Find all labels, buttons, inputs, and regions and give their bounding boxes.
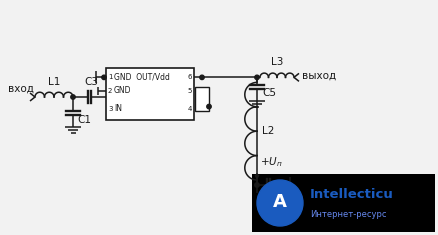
- Text: C1: C1: [77, 115, 91, 125]
- Circle shape: [207, 104, 211, 109]
- Text: L3: L3: [271, 57, 283, 67]
- Circle shape: [200, 75, 204, 80]
- Text: L1: L1: [48, 77, 60, 87]
- Text: GND  OUT/Vdd: GND OUT/Vdd: [114, 73, 170, 82]
- Text: Intellecticu: Intellecticu: [310, 188, 394, 201]
- Text: Интернет-ресурс: Интернет-ресурс: [310, 210, 386, 219]
- Text: $+U_{п}$: $+U_{п}$: [260, 155, 283, 169]
- Text: 1: 1: [108, 74, 113, 80]
- Circle shape: [71, 95, 75, 99]
- Circle shape: [102, 75, 106, 80]
- Text: выход: выход: [302, 70, 336, 80]
- Text: L2: L2: [262, 126, 274, 136]
- Text: 4: 4: [187, 106, 192, 112]
- Text: IN: IN: [114, 104, 122, 113]
- Circle shape: [255, 183, 259, 187]
- FancyBboxPatch shape: [252, 174, 435, 232]
- Text: 2: 2: [108, 88, 113, 94]
- Text: вход: вход: [8, 84, 34, 94]
- Circle shape: [257, 180, 303, 226]
- Text: GND: GND: [114, 86, 131, 95]
- Text: C3: C3: [84, 77, 98, 87]
- Text: 5: 5: [187, 88, 192, 94]
- Text: 3: 3: [108, 106, 113, 112]
- Text: C4: C4: [272, 195, 286, 205]
- FancyBboxPatch shape: [106, 68, 194, 120]
- Text: 6: 6: [187, 74, 192, 80]
- FancyBboxPatch shape: [195, 87, 209, 110]
- Text: A: A: [273, 193, 287, 211]
- Circle shape: [255, 75, 259, 80]
- Text: C5: C5: [262, 88, 276, 98]
